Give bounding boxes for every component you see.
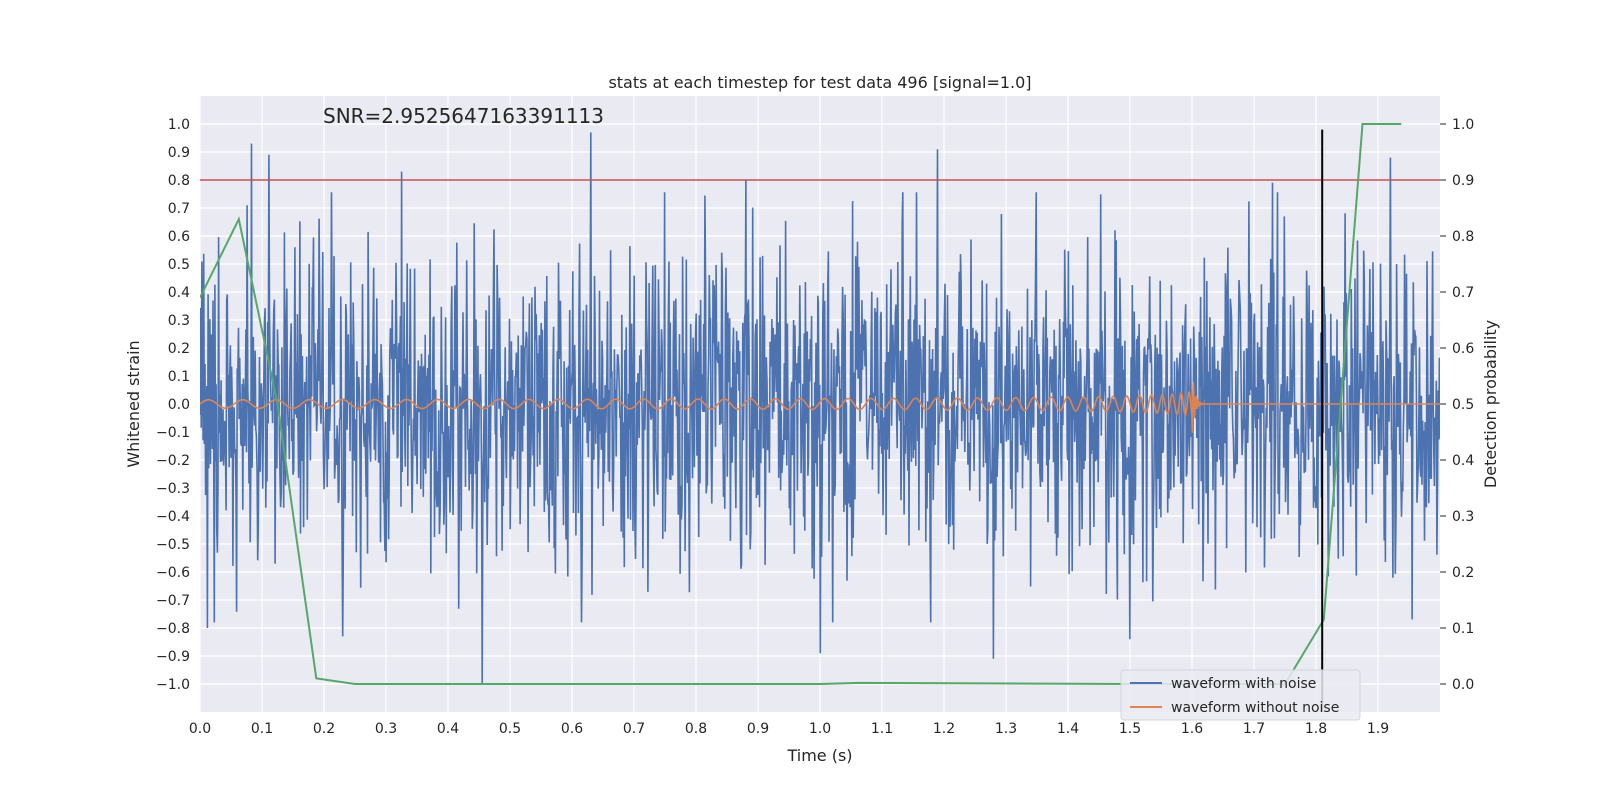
snr-annotation: SNR=2.9525647163391113 [323, 104, 604, 128]
x-axis-label: Time (s) [786, 746, 852, 765]
y-tick-label-left: −0.3 [156, 481, 190, 497]
x-tick-label: 0.3 [375, 721, 397, 737]
x-tick-label: 1.5 [1119, 721, 1141, 737]
series-waveform-with-noise [200, 132, 1440, 685]
y-tick-label-left: 0.2 [168, 341, 190, 357]
y-tick-label-right: 0.6 [1452, 341, 1474, 357]
x-tick-label: 1.4 [1057, 721, 1079, 737]
x-tick-label: 0.0 [189, 721, 211, 737]
y-tick-label-left: 0.4 [168, 285, 190, 301]
x-tick-label: 0.6 [561, 721, 583, 737]
y-tick-label-left: −0.4 [156, 509, 190, 525]
y-tick-label-left: 0.9 [168, 145, 190, 161]
x-tick-label: 1.1 [871, 721, 893, 737]
y-tick-label-left: −0.6 [156, 565, 190, 581]
y-tick-label-right: 0.7 [1452, 285, 1474, 301]
y-tick-label-left: 0.5 [168, 257, 190, 273]
y-tick-label-left: −0.8 [156, 621, 190, 637]
series-layer [200, 123, 1440, 712]
y-tick-label-right: 0.9 [1452, 173, 1474, 189]
y-tick-label-left: −0.1 [156, 425, 190, 441]
legend-label-clean: waveform without noise [1171, 700, 1339, 716]
y-tick-label-left: −0.7 [156, 593, 190, 609]
y-tick-label-right: 0.0 [1452, 677, 1474, 693]
x-tick-label: 1.8 [1305, 721, 1327, 737]
y-tick-label-right: 0.8 [1452, 229, 1474, 245]
y-tick-label-right: 0.2 [1452, 565, 1474, 581]
legend: waveform with noise waveform without noi… [1120, 669, 1361, 721]
y-tick-label-left: 0.1 [168, 369, 190, 385]
legend-box [1120, 669, 1361, 721]
chart-title: stats at each timestep for test data 496… [608, 73, 1031, 92]
y-tick-label-left: 1.0 [168, 117, 190, 133]
x-tick-label: 0.8 [685, 721, 707, 737]
y-tick-label-right: 0.3 [1452, 509, 1474, 525]
x-tick-label: 1.7 [1243, 721, 1265, 737]
x-tick-label: 1.0 [809, 721, 831, 737]
y-tick-label-left: −0.9 [156, 649, 190, 665]
y-tick-label-right: 0.1 [1452, 621, 1474, 637]
x-tick-label: 1.9 [1367, 721, 1389, 737]
y-axis-label-right: Detection probability [1481, 320, 1500, 488]
x-tick-label: 0.2 [313, 721, 335, 737]
x-tick-label: 1.3 [995, 721, 1017, 737]
series-detection-probability [200, 123, 1402, 685]
y-tick-label-right: 0.5 [1452, 397, 1474, 413]
x-tick-label: 0.7 [623, 721, 645, 737]
x-tick-label: 1.6 [1181, 721, 1203, 737]
x-tick-label: 0.5 [499, 721, 521, 737]
series-waveform-without-noise [200, 381, 1440, 433]
x-tick-label: 1.2 [933, 721, 955, 737]
x-tick-label: 0.9 [747, 721, 769, 737]
x-tick-label: 0.4 [437, 721, 459, 737]
y-tick-label-left: 0.6 [168, 229, 190, 245]
y-tick-label-left: 0.7 [168, 201, 190, 217]
legend-label-noise: waveform with noise [1171, 676, 1316, 692]
y-tick-label-left: −1.0 [156, 677, 190, 693]
y-tick-label-left: 0.3 [168, 313, 190, 329]
y-tick-label-left: 0.8 [168, 173, 190, 189]
y-tick-label-left: −0.5 [156, 537, 190, 553]
y-tick-label-left: −0.2 [156, 453, 190, 469]
y-tick-label-right: 0.4 [1452, 453, 1474, 469]
y-axis-label-left: Whitened strain [124, 340, 143, 467]
y-tick-label-right: 1.0 [1452, 117, 1474, 133]
ticks: 0.0 0.1 0.2 0.3 0.4 0.5 0.6 0.7 0.8 0.9 1.0 1.1 1.2 1… [156, 117, 1474, 737]
y-tick-label-left: 0.0 [168, 397, 190, 413]
x-tick-label: 0.1 [251, 721, 273, 737]
